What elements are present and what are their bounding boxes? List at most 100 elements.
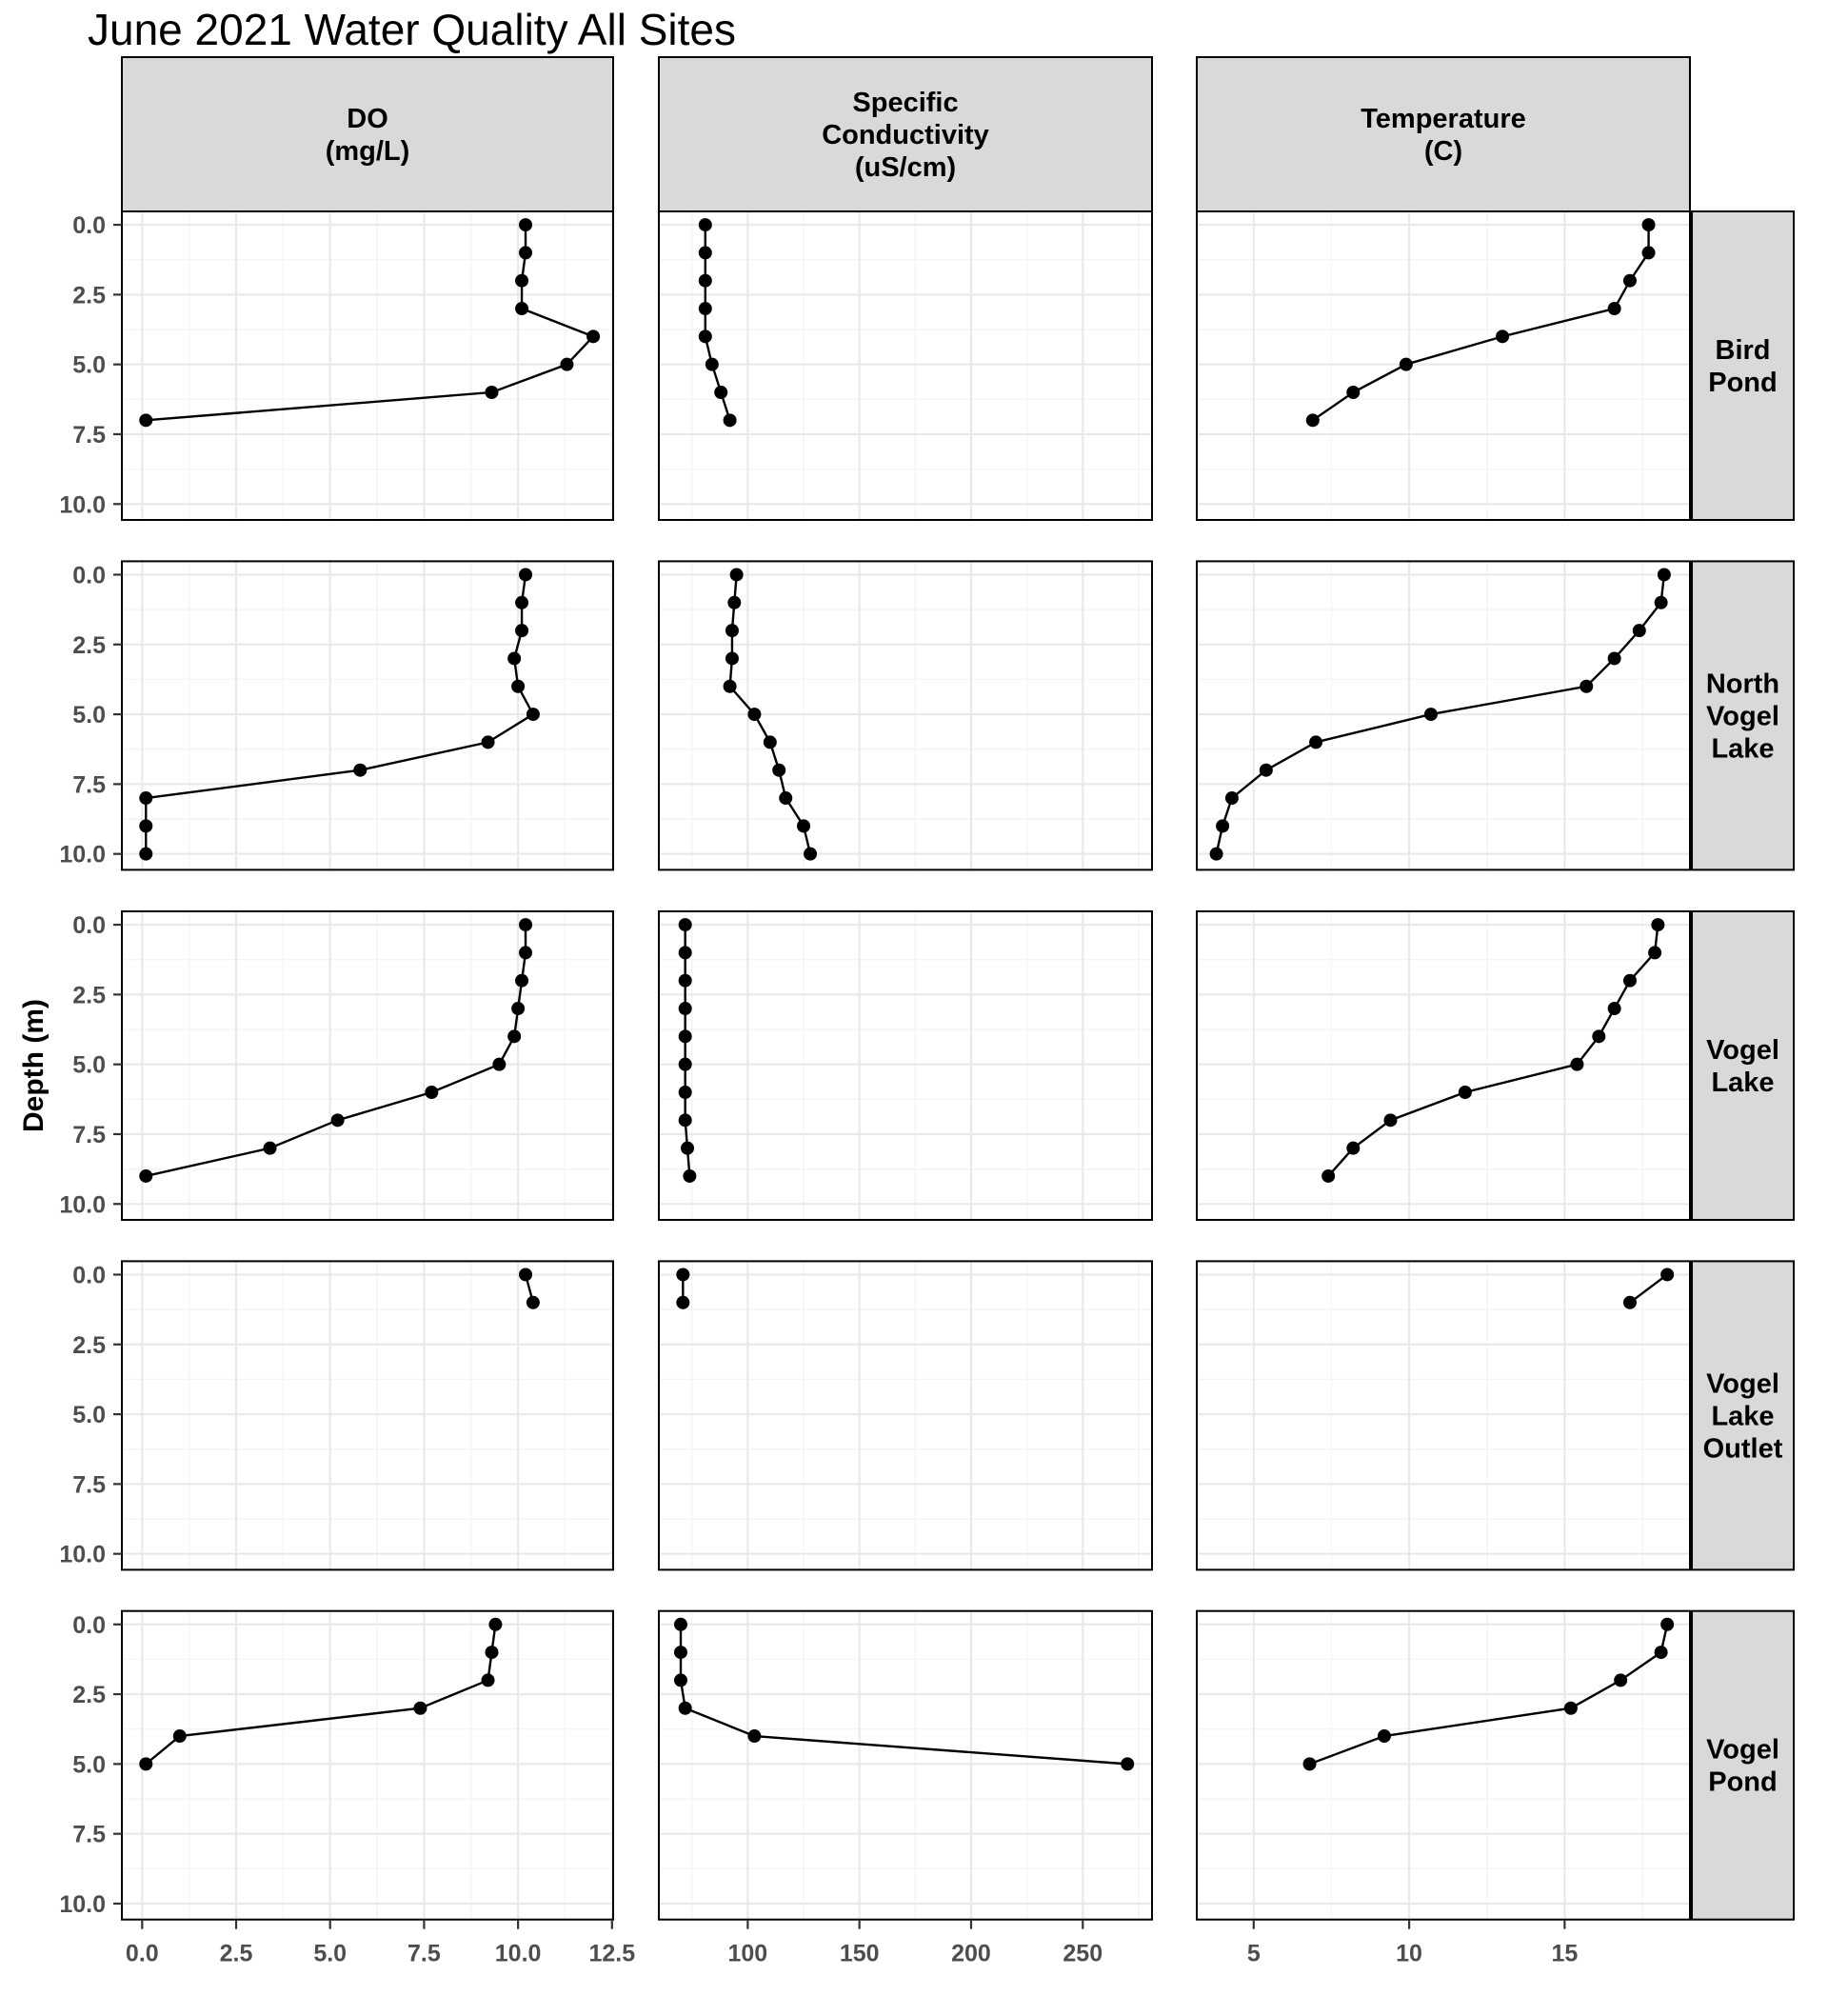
- data-point: [729, 568, 744, 582]
- panel-border: [121, 1609, 614, 1921]
- data-point: [1641, 246, 1656, 260]
- data-point: [353, 763, 368, 777]
- panel-bg: [659, 1610, 1152, 1920]
- y-tick-label: 2.5: [72, 282, 106, 309]
- y-tick-label: 2.5: [72, 1332, 106, 1359]
- x-tick-label: 15: [1551, 1941, 1578, 1967]
- panel-bird-pond-do: [121, 210, 614, 521]
- row-strip-label: Vogel Lake Outlet: [1703, 1368, 1783, 1464]
- x-tick-label: 150: [840, 1941, 880, 1967]
- column-header-strip: [121, 56, 614, 212]
- x-tick-label: 10.0: [495, 1941, 542, 1967]
- data-point: [413, 1701, 427, 1715]
- data-point: [1607, 302, 1621, 316]
- y-axis-title: Depth (m): [18, 999, 50, 1132]
- data-point: [511, 679, 526, 693]
- data-point: [1458, 1086, 1472, 1100]
- y-tick-label: 10.0: [59, 1542, 106, 1568]
- data-point: [747, 1729, 762, 1744]
- panel-bg: [1197, 911, 1690, 1220]
- data-point: [1209, 847, 1223, 861]
- profile-line: [1629, 1273, 1668, 1304]
- data-point: [515, 302, 529, 316]
- data-point: [519, 1267, 533, 1282]
- data-point: [1580, 679, 1594, 693]
- data-point: [139, 413, 153, 428]
- panel-border: [1196, 560, 1691, 871]
- data-point: [519, 246, 533, 260]
- data-point: [172, 1729, 187, 1744]
- row-strip-label: North Vogel Lake: [1706, 669, 1779, 764]
- panel-vogel-lake-outlet-cond: [658, 1260, 1153, 1571]
- data-point: [723, 413, 737, 428]
- chart-title: June 2021 Water Quality All Sites: [88, 5, 736, 54]
- data-point: [481, 1673, 495, 1687]
- data-point: [727, 595, 742, 609]
- data-point: [488, 1617, 503, 1631]
- panel-border: [121, 210, 614, 521]
- column-header-label: Specific Conductivity (uS/cm): [822, 88, 989, 183]
- data-point: [507, 1029, 522, 1044]
- panel-border: [658, 560, 1153, 871]
- data-point: [519, 218, 533, 232]
- panel-bg: [122, 1261, 613, 1570]
- data-point: [1563, 1701, 1578, 1715]
- data-point: [515, 273, 529, 288]
- panel-border: [1196, 1609, 1691, 1921]
- y-tick-label: 0.0: [72, 562, 106, 589]
- y-tick-label: 10.0: [59, 842, 106, 868]
- data-point: [485, 1646, 499, 1660]
- panel-bg: [122, 911, 613, 1220]
- y-tick-label: 5.0: [72, 352, 106, 379]
- y-tick-label: 7.5: [72, 1822, 106, 1848]
- y-tick-label: 5.0: [72, 1052, 106, 1079]
- y-tick-label: 7.5: [72, 771, 106, 798]
- data-point: [139, 847, 153, 861]
- data-point: [526, 1295, 540, 1309]
- y-tick-label: 0.0: [72, 1262, 106, 1288]
- data-point: [519, 568, 533, 582]
- x-tick-label: 0.0: [126, 1941, 159, 1967]
- data-point: [515, 624, 529, 638]
- data-point: [1496, 329, 1510, 344]
- x-tick-label: 10: [1396, 1941, 1422, 1967]
- data-point: [263, 1141, 277, 1155]
- data-point: [678, 1029, 692, 1044]
- y-tick-label: 10.0: [59, 491, 106, 518]
- panel-vogel-pond-do: [121, 1609, 614, 1921]
- y-tick-label: 10.0: [59, 1891, 106, 1918]
- y-tick-label: 0.0: [72, 912, 106, 939]
- panel-vogel-lake-do: [121, 910, 614, 1221]
- data-point: [1622, 1295, 1637, 1309]
- data-point: [1383, 1113, 1398, 1128]
- profile-line: [684, 925, 691, 1177]
- data-point: [1632, 624, 1646, 638]
- data-point: [139, 1757, 153, 1771]
- data-point: [1657, 568, 1671, 582]
- x-tick-label: 5.0: [313, 1941, 347, 1967]
- panel-bg: [659, 911, 1152, 1220]
- data-point: [678, 918, 692, 932]
- panel-bg: [1197, 211, 1690, 520]
- data-point: [705, 357, 719, 371]
- x-tick-label: 7.5: [407, 1941, 441, 1967]
- data-point: [681, 1141, 695, 1155]
- y-tick-label: 5.0: [72, 702, 106, 729]
- panel-border: [1196, 910, 1691, 1221]
- data-point: [1224, 791, 1239, 806]
- data-point: [511, 1002, 526, 1016]
- column-header-strip: [1196, 56, 1691, 212]
- y-tick-label: 7.5: [72, 422, 106, 449]
- data-point: [560, 357, 574, 371]
- data-point: [747, 708, 762, 722]
- panel-north-vogel-lake-do: [121, 560, 614, 871]
- panel-border: [1196, 210, 1691, 521]
- data-point: [698, 273, 712, 288]
- data-point: [1121, 1757, 1135, 1771]
- row-strip: [1691, 1609, 1795, 1921]
- y-tick-label: 2.5: [72, 632, 106, 659]
- data-point: [1346, 386, 1361, 400]
- data-point: [1570, 1057, 1584, 1071]
- data-point: [723, 679, 737, 693]
